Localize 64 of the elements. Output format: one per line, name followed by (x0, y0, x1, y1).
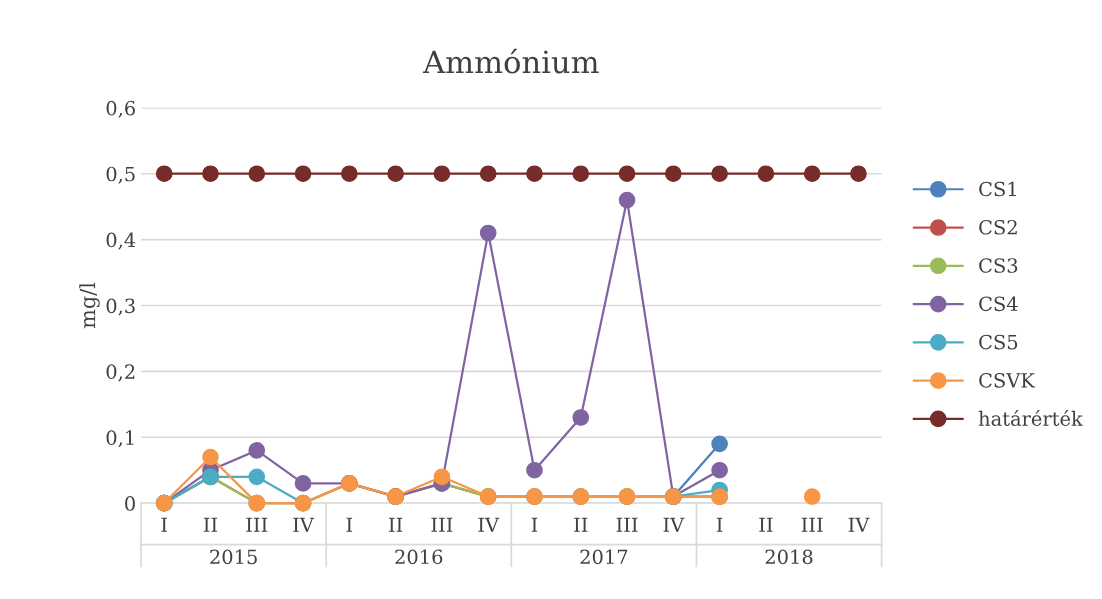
y-axis-title: mg/l (79, 282, 100, 329)
x-tick-label: III (616, 517, 638, 532)
point (479, 224, 497, 242)
y-tick-label: 0,4 (106, 232, 136, 250)
point (433, 165, 451, 183)
point (618, 165, 636, 183)
x-tick-label: II (574, 517, 588, 532)
text: 2015 (210, 549, 257, 565)
x-tick-label: III (801, 517, 823, 532)
x-tick-label: IV (478, 517, 500, 532)
point (757, 165, 775, 183)
x-tick-label: I (346, 517, 353, 532)
y-tick-label: 0 (125, 496, 135, 511)
point (803, 165, 821, 183)
y-tick-label: 0,5 (106, 166, 135, 184)
point (711, 435, 728, 453)
point (479, 165, 497, 183)
x-tick-label: IV (848, 517, 870, 532)
x-tick-label: I (531, 517, 538, 532)
point (433, 468, 451, 486)
y-tick-label: 0,6 (106, 100, 135, 118)
x-tick-label: II (203, 517, 218, 532)
x-tick-label: III (431, 517, 453, 532)
point (850, 165, 867, 183)
x-tick-label: IV (663, 517, 685, 532)
legend-label: CS5 (979, 334, 1018, 350)
text: 2017 (580, 549, 628, 565)
x-tick-label: IV (293, 517, 315, 532)
point (711, 461, 728, 479)
point (340, 165, 358, 183)
point (387, 165, 404, 183)
x-tick-label: I (716, 517, 723, 532)
legend-label: CS4 (979, 296, 1018, 312)
point (618, 191, 636, 209)
point (248, 165, 266, 183)
point (526, 165, 543, 183)
y-tick-label: 0,3 (106, 298, 135, 316)
point (155, 165, 173, 183)
chart-title: Ammónium (422, 48, 599, 74)
legend-label: CS3 (979, 258, 1018, 273)
point (526, 461, 543, 479)
text: 2018 (765, 549, 813, 565)
point (572, 165, 590, 183)
point (248, 442, 266, 459)
legend-label: CSVK (979, 372, 1036, 388)
point (294, 475, 312, 492)
point (202, 448, 219, 466)
point (202, 165, 219, 183)
point (572, 409, 590, 426)
point (294, 165, 312, 183)
x-tick-label: I (161, 517, 167, 532)
legend-label: CS1 (979, 181, 1016, 197)
x-tick-label: II (759, 517, 773, 532)
point (248, 468, 266, 486)
legend-label: határérték (978, 410, 1083, 426)
x-tick-label: II (389, 517, 403, 532)
y-tick-label: 0,1 (106, 430, 134, 448)
x-tick-label: III (246, 517, 268, 532)
text: 2016 (395, 549, 443, 565)
legend-label: CS2 (979, 219, 1017, 235)
y-tick-label: 0,2 (106, 364, 135, 382)
point (711, 165, 728, 183)
point (664, 165, 682, 183)
point (803, 488, 821, 505)
